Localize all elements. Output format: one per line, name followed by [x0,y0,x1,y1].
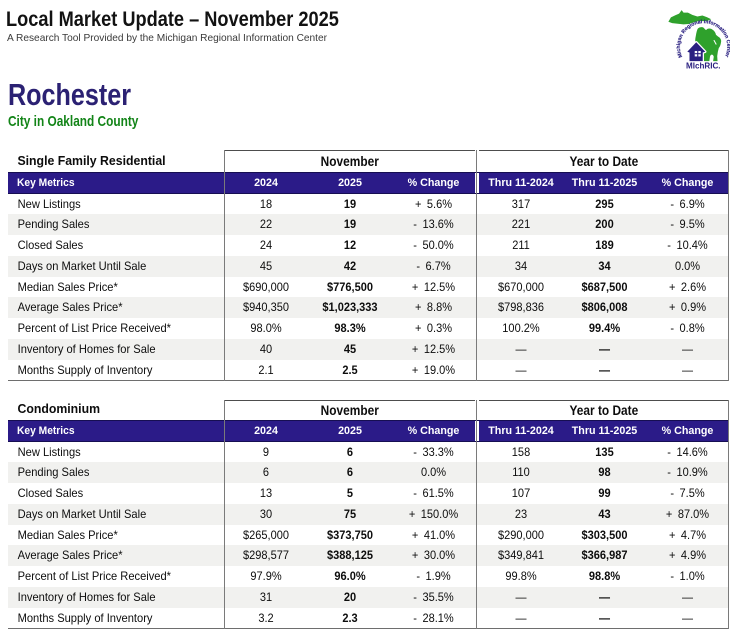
svg-text:MIchRIC.: MIchRIC. [686,60,721,70]
